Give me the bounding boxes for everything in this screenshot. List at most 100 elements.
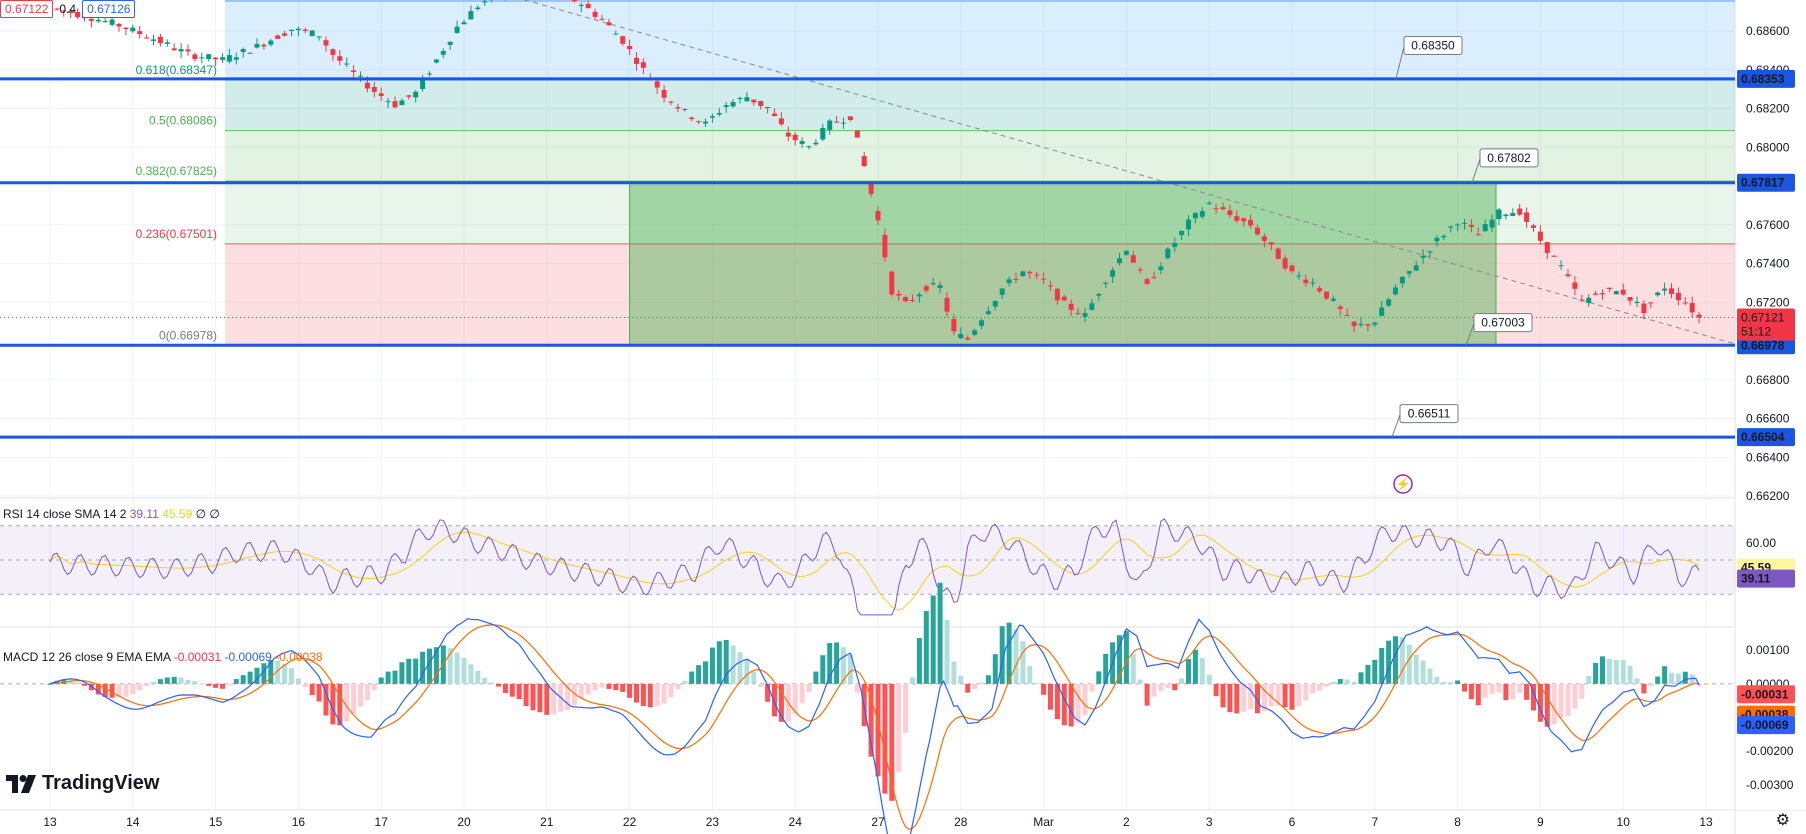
candle-body	[1572, 282, 1578, 289]
horizontal-levels[interactable]	[0, 77, 1735, 439]
time-tick-label: 13	[43, 815, 57, 829]
macd-histogram-bar	[1303, 683, 1309, 701]
macd-histogram-bar	[1158, 683, 1164, 691]
macd-histogram-bar	[1296, 683, 1302, 707]
candle-body	[1020, 271, 1026, 277]
tradingview-logo[interactable]: TradingView	[6, 772, 159, 795]
candle-body	[751, 99, 757, 103]
candle-body	[1048, 285, 1053, 287]
candle-body	[254, 43, 260, 48]
candle-body	[1034, 274, 1040, 276]
time-tick-label: 23	[706, 815, 720, 829]
candle-body	[592, 11, 598, 17]
macd-histogram-bar	[1365, 664, 1371, 684]
macd-histogram-bar	[461, 657, 467, 684]
macd-histogram-bar	[351, 683, 357, 715]
candle-body	[972, 330, 978, 335]
macd-histogram-bar	[275, 660, 281, 684]
time-tick-label: 7	[1371, 815, 1378, 829]
macd-histogram-bar	[399, 662, 405, 684]
macd-histogram-bar	[502, 683, 508, 693]
macd-histogram-bar	[1020, 641, 1026, 684]
macd-histogram-bar	[199, 683, 205, 685]
macd-histogram-bar	[316, 683, 322, 702]
macd-histogram-bar	[261, 663, 267, 684]
macd-histogram-bar	[875, 683, 881, 777]
candle-body	[261, 44, 267, 47]
macd-legend-signal: -0.00038	[275, 650, 323, 664]
macd-histogram-bar	[592, 683, 598, 691]
macd-histogram-bar	[834, 642, 840, 684]
candle-body	[1593, 293, 1599, 295]
candle-body	[1475, 234, 1481, 236]
rsi-value-badge: 39.11	[1741, 572, 1771, 586]
ask-price[interactable]: 0.67126	[82, 0, 136, 18]
candle-body	[820, 128, 826, 140]
time-tick-label: Mar	[1033, 815, 1054, 829]
macd-tick-label: 0.00100	[1746, 643, 1790, 657]
candles[interactable]	[54, 0, 1702, 341]
macd-histogram-bar	[1275, 683, 1281, 706]
candle-body	[371, 86, 377, 92]
candle-body	[1537, 231, 1543, 241]
fib-zone	[225, 181, 1735, 244]
macd-histogram-bar	[109, 683, 115, 698]
macd-histogram-bar	[723, 639, 729, 684]
bid-price[interactable]: 0.67122	[0, 0, 54, 18]
macd-histogram-bar	[1413, 654, 1419, 684]
candle-body	[1041, 278, 1047, 280]
candle-body	[668, 101, 674, 103]
candle-body	[640, 62, 646, 68]
callout-label: 0.68350	[1411, 39, 1455, 53]
candle-body	[606, 22, 612, 26]
price-axis-bg	[1736, 0, 1806, 810]
macd-histogram-bar	[295, 678, 301, 684]
settings-gear-icon[interactable]: ⚙	[1775, 812, 1790, 829]
macd-histogram-bar	[1399, 637, 1405, 684]
price-callouts[interactable]: 0.68350 0.67802 0.67003 0.66511 ⚡	[1391, 36, 1539, 494]
macd-histogram-bar	[1248, 683, 1254, 710]
macd-histogram-bar	[482, 677, 488, 684]
macd-histogram-bar	[164, 677, 170, 684]
candle-body	[178, 49, 184, 52]
candle-body	[744, 97, 750, 102]
candle-body	[778, 118, 784, 125]
candle-body	[723, 105, 729, 107]
macd-histogram-bar	[1082, 683, 1088, 716]
current-price-badge-bg	[1737, 308, 1795, 341]
candle-body	[447, 41, 453, 45]
macd-histogram-bar	[1172, 683, 1178, 691]
candle-body	[1462, 222, 1467, 224]
price-tick-label: 0.66600	[1746, 412, 1790, 426]
candle-body	[1248, 219, 1254, 226]
macd-histogram-bar	[47, 683, 53, 685]
macd-histogram-bar	[799, 683, 805, 704]
macd-histogram-bar	[1427, 668, 1433, 684]
price-tick-label: 0.67400	[1746, 257, 1790, 271]
macd-histogram-bar	[585, 683, 591, 695]
candle-body	[1344, 315, 1350, 317]
callout-box	[1473, 313, 1533, 333]
candle-body	[1634, 301, 1640, 304]
candle-body	[109, 19, 115, 25]
macd-histogram-bar	[813, 671, 819, 684]
macd-histogram-bar	[447, 648, 453, 684]
time-axis[interactable]: 13 14 15 16 17 20 21 22 23 24 27 28 Mar 2 3 6 7 8 9 10 13	[43, 815, 1713, 829]
price-axis[interactable]: 0.686000.684000.682000.680000.678000.676…	[1736, 0, 1806, 810]
macd-histogram-bar	[413, 658, 419, 684]
macd-histogram-bar	[1448, 682, 1454, 684]
candle-body	[475, 7, 481, 10]
macd-histogram-bar	[1634, 678, 1640, 684]
candle-body	[1489, 219, 1495, 228]
macd-tick-label: -0.00300	[1746, 778, 1794, 792]
macd-histogram-bar	[1324, 683, 1329, 687]
macd-histogram-bar	[385, 671, 391, 684]
callout-leader	[1471, 158, 1481, 183]
macd-histogram-bar	[116, 683, 122, 698]
candle-body	[164, 42, 170, 44]
candle-body	[1282, 258, 1288, 269]
level-price-badge-bg	[1737, 336, 1795, 355]
macd-histogram-bar	[220, 683, 225, 689]
candle-body	[68, 10, 74, 14]
